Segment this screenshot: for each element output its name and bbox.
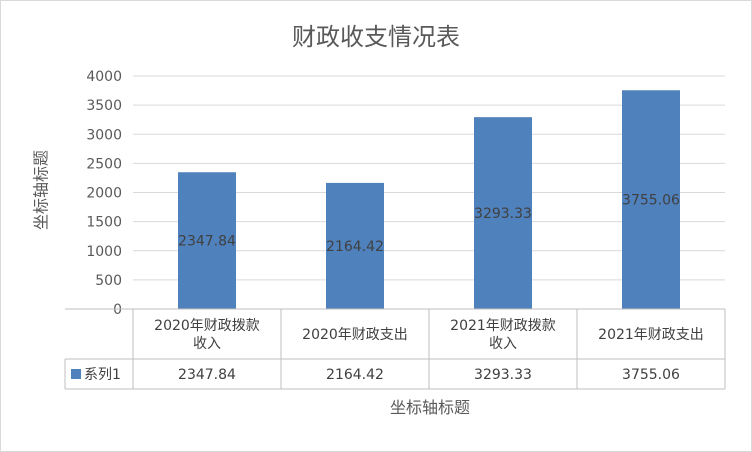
y-tick-label: 2500 <box>86 156 122 172</box>
bar <box>622 90 680 309</box>
y-axis-title: 坐标轴标题 <box>32 150 51 230</box>
series-name: 系列1 <box>84 367 121 383</box>
category-label: 收入 <box>193 336 221 352</box>
chart-title: 财政收支情况表 <box>292 23 460 51</box>
bar-data-label: 3293.33 <box>474 206 532 222</box>
table-value: 3293.33 <box>474 367 532 383</box>
y-tick-label: 2000 <box>86 186 122 202</box>
y-tick-label: 4000 <box>86 69 122 85</box>
bar-data-label: 3755.06 <box>622 193 680 209</box>
legend-key <box>71 369 81 379</box>
y-tick-label: 1000 <box>86 244 122 260</box>
y-tick-label: 500 <box>95 273 122 289</box>
table-value: 2164.42 <box>326 367 384 383</box>
bar <box>326 182 384 309</box>
y-ticks: 0 500 1000 1500 2000 2500 3000 3500 4000 <box>86 69 122 318</box>
bar <box>178 172 236 309</box>
category-label: 2020年财政拨款 <box>154 318 260 334</box>
category-label: 2021年财政支出 <box>598 327 704 343</box>
x-axis-title: 坐标轴标题 <box>390 398 470 417</box>
category-label: 2020年财政支出 <box>302 327 408 343</box>
data-labels: 2347.84 2164.42 3293.33 3755.06 <box>178 193 680 255</box>
bars <box>178 90 680 309</box>
table-value: 2347.84 <box>178 367 236 383</box>
data-table: 2020年财政拨款收入2347.842020年财政支出2164.422021年财… <box>64 308 726 390</box>
y-tick-label: 1500 <box>86 215 122 231</box>
bar-data-label: 2164.42 <box>326 239 384 255</box>
y-tick-label: 0 <box>113 302 122 318</box>
category-label: 2021年财政拨款 <box>450 318 556 334</box>
table-value: 3755.06 <box>622 367 680 383</box>
y-tick-label: 3500 <box>86 98 122 114</box>
y-tick-label: 3000 <box>86 127 122 143</box>
bar-data-label: 2347.84 <box>178 234 236 250</box>
category-label: 收入 <box>489 336 517 352</box>
bar <box>474 117 532 309</box>
